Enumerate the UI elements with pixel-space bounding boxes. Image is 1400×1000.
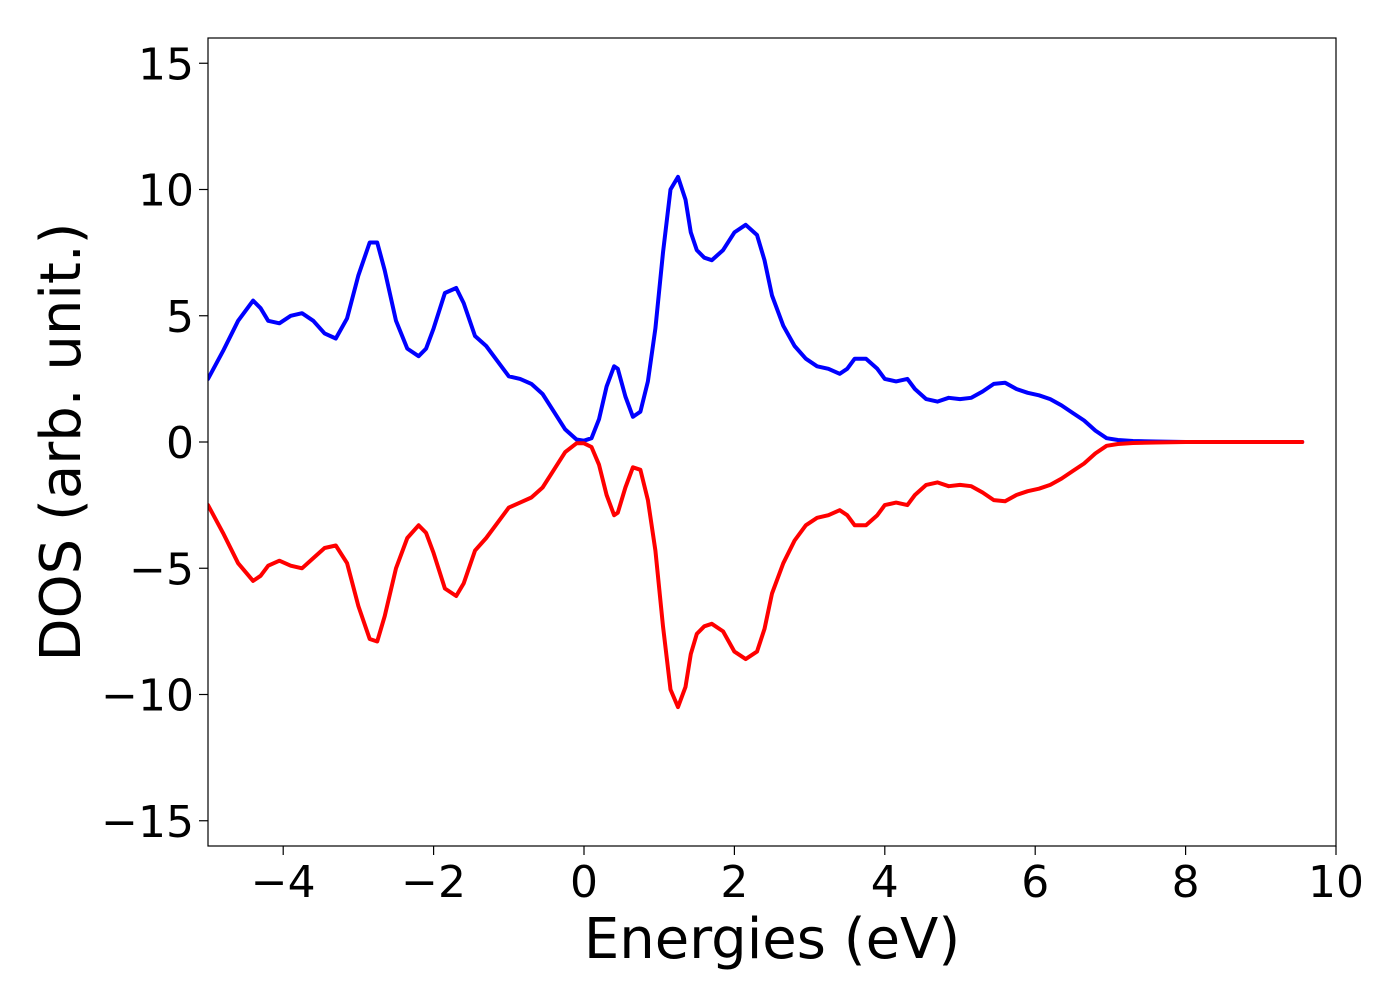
series-line-2 <box>208 440 1305 710</box>
x-tick-label: 10 <box>1308 857 1364 908</box>
y-tick-label: −15 <box>101 797 194 848</box>
x-tick-label: 4 <box>871 857 899 908</box>
y-tick-label: 0 <box>166 418 194 469</box>
y-tick-label: 5 <box>166 292 194 343</box>
x-tick-label: 0 <box>570 857 598 908</box>
x-tick-label: 8 <box>1172 857 1200 908</box>
x-tick-label: −2 <box>401 857 466 908</box>
x-tick-label: 6 <box>1021 857 1049 908</box>
x-tick-label: 2 <box>720 857 748 908</box>
y-axis-label: DOS (arb. unit.) <box>29 222 94 661</box>
series-line-1 <box>208 174 1305 444</box>
y-tick-label: 15 <box>138 39 194 90</box>
x-axis-label: Energies (eV) <box>584 907 960 972</box>
y-tick-label: −5 <box>129 544 194 595</box>
y-tick-label: 10 <box>138 166 194 217</box>
x-axis-ticks: −4 −2 0 2 4 6 8 10 <box>251 846 1364 908</box>
y-axis-ticks: −15 −10 −5 0 5 10 15 <box>101 39 208 848</box>
x-tick-label: −4 <box>251 857 316 908</box>
y-tick-label: −10 <box>101 671 194 722</box>
